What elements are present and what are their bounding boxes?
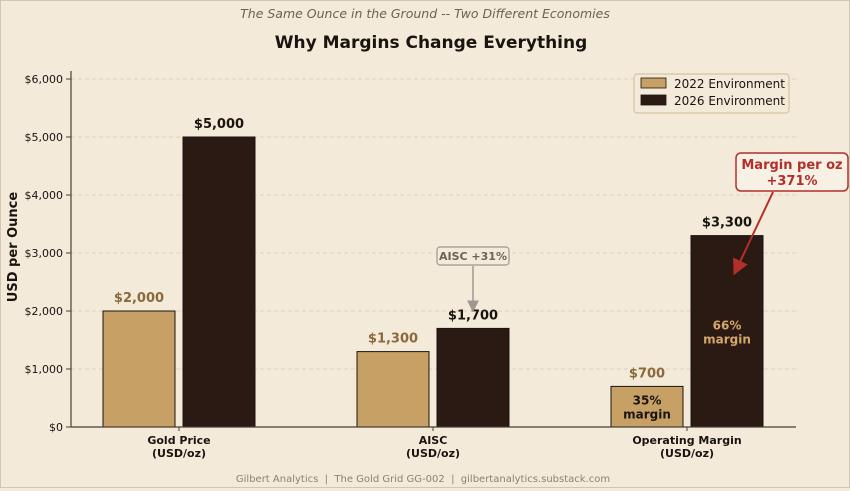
y-tick-label: $6,000 <box>25 73 64 86</box>
x-tick-label: Gold Price <box>147 434 210 447</box>
bars: $2,000$1,300$700$5,000$1,700$3,30035%mar… <box>102 117 764 428</box>
bar-2022-0 <box>102 310 176 428</box>
y-tick-label: $0 <box>49 421 63 434</box>
legend-swatch-2022 <box>640 77 667 89</box>
legend: 2022 Environment 2026 Environment <box>633 73 790 114</box>
y-tick-label: $5,000 <box>25 131 64 144</box>
bar-2022-1 <box>356 351 430 428</box>
x-tick-label: AISC <box>419 434 448 447</box>
chart-title: Why Margins Change Everything <box>275 33 588 53</box>
bar-value-label: $5,000 <box>194 117 244 132</box>
bar-value-label: $1,300 <box>368 332 418 347</box>
bar-value-label: $1,700 <box>448 308 498 323</box>
legend-box <box>633 73 790 114</box>
margin-annotation-text: Margin per oz <box>741 158 842 173</box>
legend-label: 2022 Environment <box>674 77 785 91</box>
aisc-annotation-text: AISC +31% <box>439 250 507 263</box>
x-tick-label: Operating Margin <box>632 434 741 447</box>
bar-2026-2 <box>690 235 764 428</box>
bar-inner-label: 35% <box>633 394 662 408</box>
bar-2026-0 <box>182 136 256 428</box>
footer-credit: Gilbert Analytics | The Gold Grid GG-002… <box>236 474 610 485</box>
x-tick-label: (USD/oz) <box>660 447 714 460</box>
y-axis: $0 $1,000 $2,000 $3,000 $4,000 $5,000 $6,000 <box>25 71 72 434</box>
x-tick-label: (USD/oz) <box>152 447 206 460</box>
y-tick-label: $4,000 <box>25 189 64 202</box>
bar-inner-label: margin <box>623 408 671 422</box>
margin-annotation-text: +371% <box>766 174 817 189</box>
y-axis-label: USD per Ounce <box>6 192 21 303</box>
grid-lines <box>71 78 796 370</box>
margin-annotation-box <box>735 152 849 192</box>
y-tick-label: $3,000 <box>25 247 64 260</box>
bar-value-label: $700 <box>629 366 665 381</box>
y-tick-label: $2,000 <box>25 305 64 318</box>
chart-subtitle: The Same Ounce in the Ground -- Two Diff… <box>240 6 610 21</box>
bar-2022-2 <box>610 385 684 428</box>
legend-swatch-2026 <box>640 94 667 106</box>
x-tick-label: (USD/oz) <box>406 447 460 460</box>
x-axis: Gold Price(USD/oz)AISC(USD/oz)Operating … <box>71 426 796 460</box>
y-tick-label: $1,000 <box>25 363 64 376</box>
bar-inner-label: margin <box>703 332 751 346</box>
margin-annotation-arrow <box>733 191 774 276</box>
bar-2026-1 <box>436 327 510 428</box>
bar-inner-label: 66% <box>713 318 742 332</box>
bar-value-label: $2,000 <box>114 291 164 306</box>
legend-label: 2026 Environment <box>674 94 785 108</box>
bar-value-label: $3,300 <box>702 216 752 231</box>
aisc-annotation-box <box>436 246 510 266</box>
annotations: AISC +31% Margin per oz+371% <box>436 152 849 313</box>
